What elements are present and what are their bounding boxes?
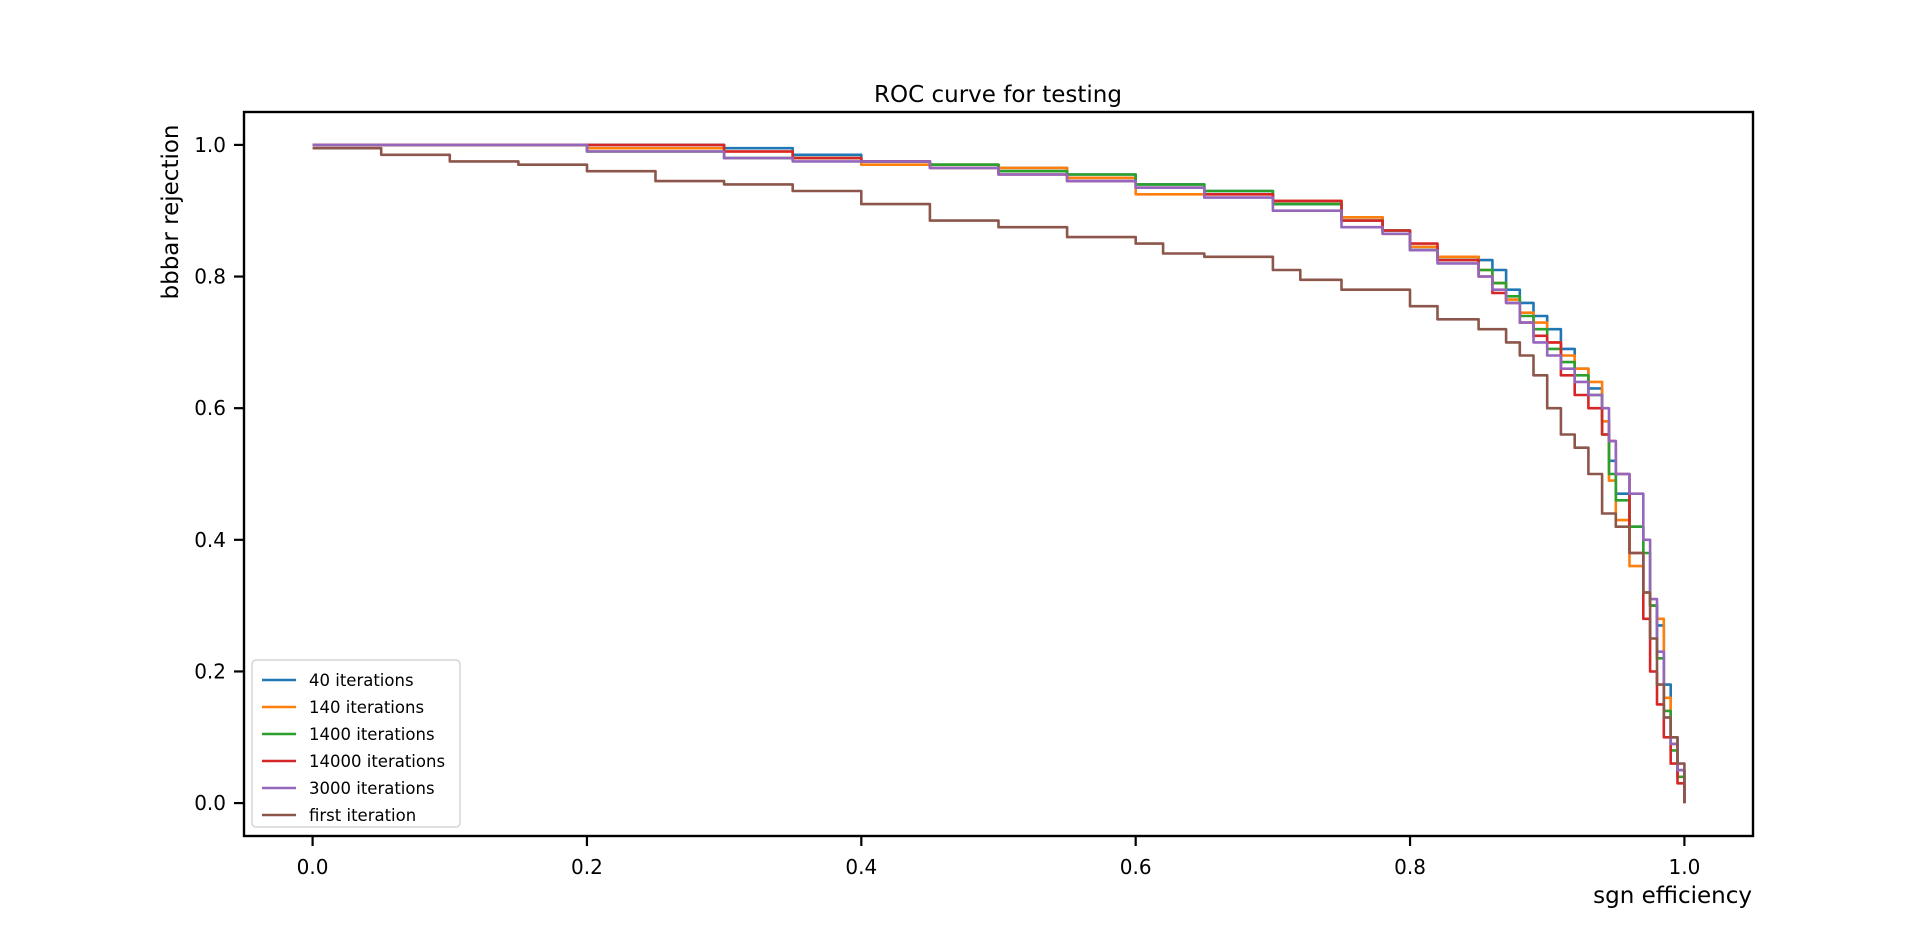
series-layer	[312, 143, 1686, 804]
legend-label-4: 14000 iterations	[309, 752, 445, 771]
y-tick-label: 0.6	[194, 396, 226, 420]
y-tick-label: 1.0	[194, 133, 226, 157]
y-tick-label: 0.8	[194, 265, 226, 289]
y-axis-ticks: 0.0 0.2 0.4 0.6 0.8 1.0	[194, 133, 244, 815]
y-tick-label: 0.2	[194, 659, 226, 683]
x-axis-ticks: 0.0 0.2 0.4 0.6 0.8 1.0	[297, 836, 1701, 879]
legend-label-6: first iteration	[309, 806, 416, 825]
plot-frame	[242, 110, 1755, 838]
legend-label-2: 140 iterations	[309, 698, 424, 717]
series-line-6	[312, 146, 1686, 804]
y-tick-label: 0.4	[194, 528, 226, 552]
chart-title: ROC curve for testing	[874, 82, 1122, 108]
y-axis-label: bbbar rejection	[158, 124, 184, 299]
x-axis-label: sgn efficiency	[1593, 883, 1752, 909]
x-tick-label: 1.0	[1669, 855, 1701, 879]
legend-label-3: 1400 iterations	[309, 725, 435, 744]
series-line-5	[312, 143, 1686, 804]
legend: 40 iterations 140 iterations 1400 iteratio…	[251, 659, 461, 828]
legend-items: 40 iterations 140 iterations 1400 iteratio…	[262, 671, 445, 825]
x-tick-label: 0.0	[297, 855, 329, 879]
x-tick-label: 0.6	[1120, 855, 1152, 879]
legend-label-1: 40 iterations	[309, 671, 414, 690]
x-tick-label: 0.8	[1394, 855, 1426, 879]
legend-label-5: 3000 iterations	[309, 779, 435, 798]
legend-box	[251, 659, 461, 828]
x-tick-label: 0.2	[571, 855, 603, 879]
y-tick-label: 0.0	[194, 791, 226, 815]
x-tick-label: 0.4	[845, 855, 877, 879]
